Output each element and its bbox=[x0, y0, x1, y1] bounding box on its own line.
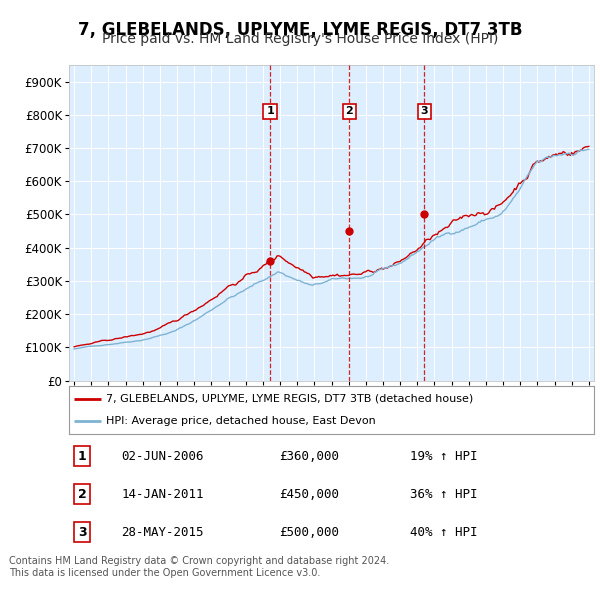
Text: 36% ↑ HPI: 36% ↑ HPI bbox=[410, 487, 478, 501]
Text: 02-JUN-2006: 02-JUN-2006 bbox=[121, 450, 204, 463]
Text: Price paid vs. HM Land Registry's House Price Index (HPI): Price paid vs. HM Land Registry's House … bbox=[102, 32, 498, 47]
Text: £500,000: £500,000 bbox=[279, 526, 339, 539]
Text: 7, GLEBELANDS, UPLYME, LYME REGIS, DT7 3TB (detached house): 7, GLEBELANDS, UPLYME, LYME REGIS, DT7 3… bbox=[106, 394, 473, 404]
Text: 28-MAY-2015: 28-MAY-2015 bbox=[121, 526, 204, 539]
Text: £450,000: £450,000 bbox=[279, 487, 339, 501]
Text: Contains HM Land Registry data © Crown copyright and database right 2024.
This d: Contains HM Land Registry data © Crown c… bbox=[9, 556, 389, 578]
Text: 14-JAN-2011: 14-JAN-2011 bbox=[121, 487, 204, 501]
Text: 1: 1 bbox=[78, 450, 86, 463]
Text: 3: 3 bbox=[78, 526, 86, 539]
Text: £360,000: £360,000 bbox=[279, 450, 339, 463]
Text: 7, GLEBELANDS, UPLYME, LYME REGIS, DT7 3TB: 7, GLEBELANDS, UPLYME, LYME REGIS, DT7 3… bbox=[78, 21, 522, 39]
Text: 1: 1 bbox=[266, 106, 274, 116]
Text: HPI: Average price, detached house, East Devon: HPI: Average price, detached house, East… bbox=[106, 417, 376, 427]
Text: 19% ↑ HPI: 19% ↑ HPI bbox=[410, 450, 478, 463]
Text: 2: 2 bbox=[78, 487, 86, 501]
Text: 3: 3 bbox=[421, 106, 428, 116]
Text: 40% ↑ HPI: 40% ↑ HPI bbox=[410, 526, 478, 539]
Text: 2: 2 bbox=[346, 106, 353, 116]
